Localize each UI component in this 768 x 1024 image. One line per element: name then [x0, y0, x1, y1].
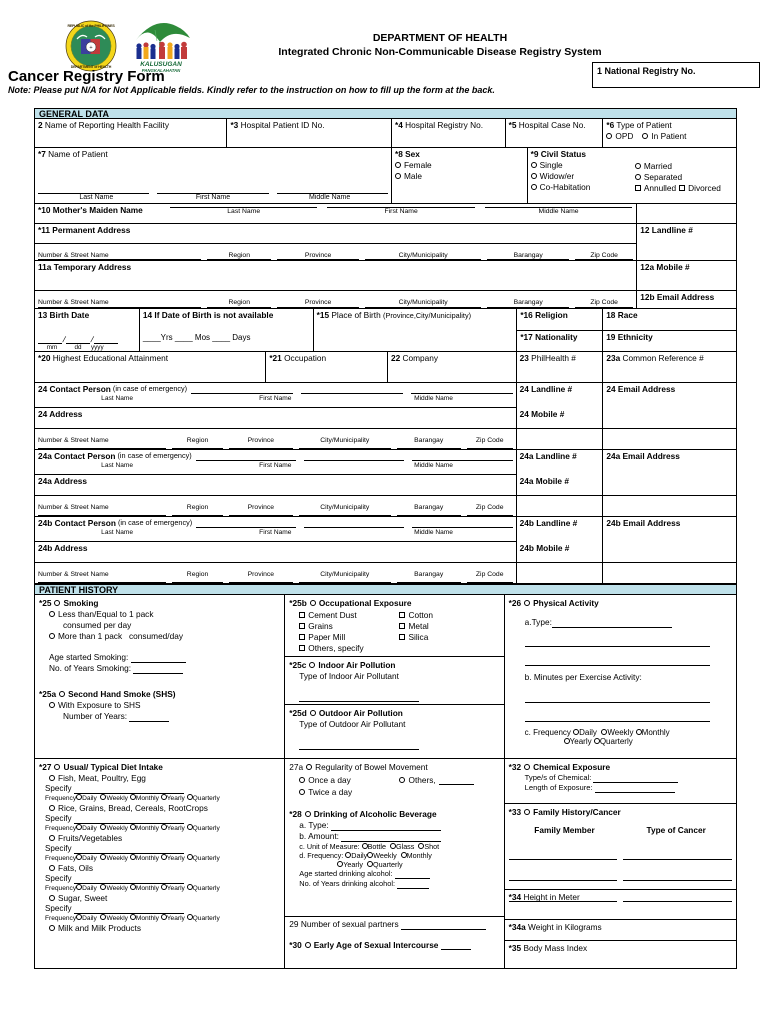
svg-text:KALUSUGAN: KALUSUGAN — [140, 61, 182, 68]
svg-text:+: + — [89, 45, 92, 51]
svg-text:REPUBLIC of the PHILIPPINES: REPUBLIC of the PHILIPPINES — [67, 24, 115, 28]
